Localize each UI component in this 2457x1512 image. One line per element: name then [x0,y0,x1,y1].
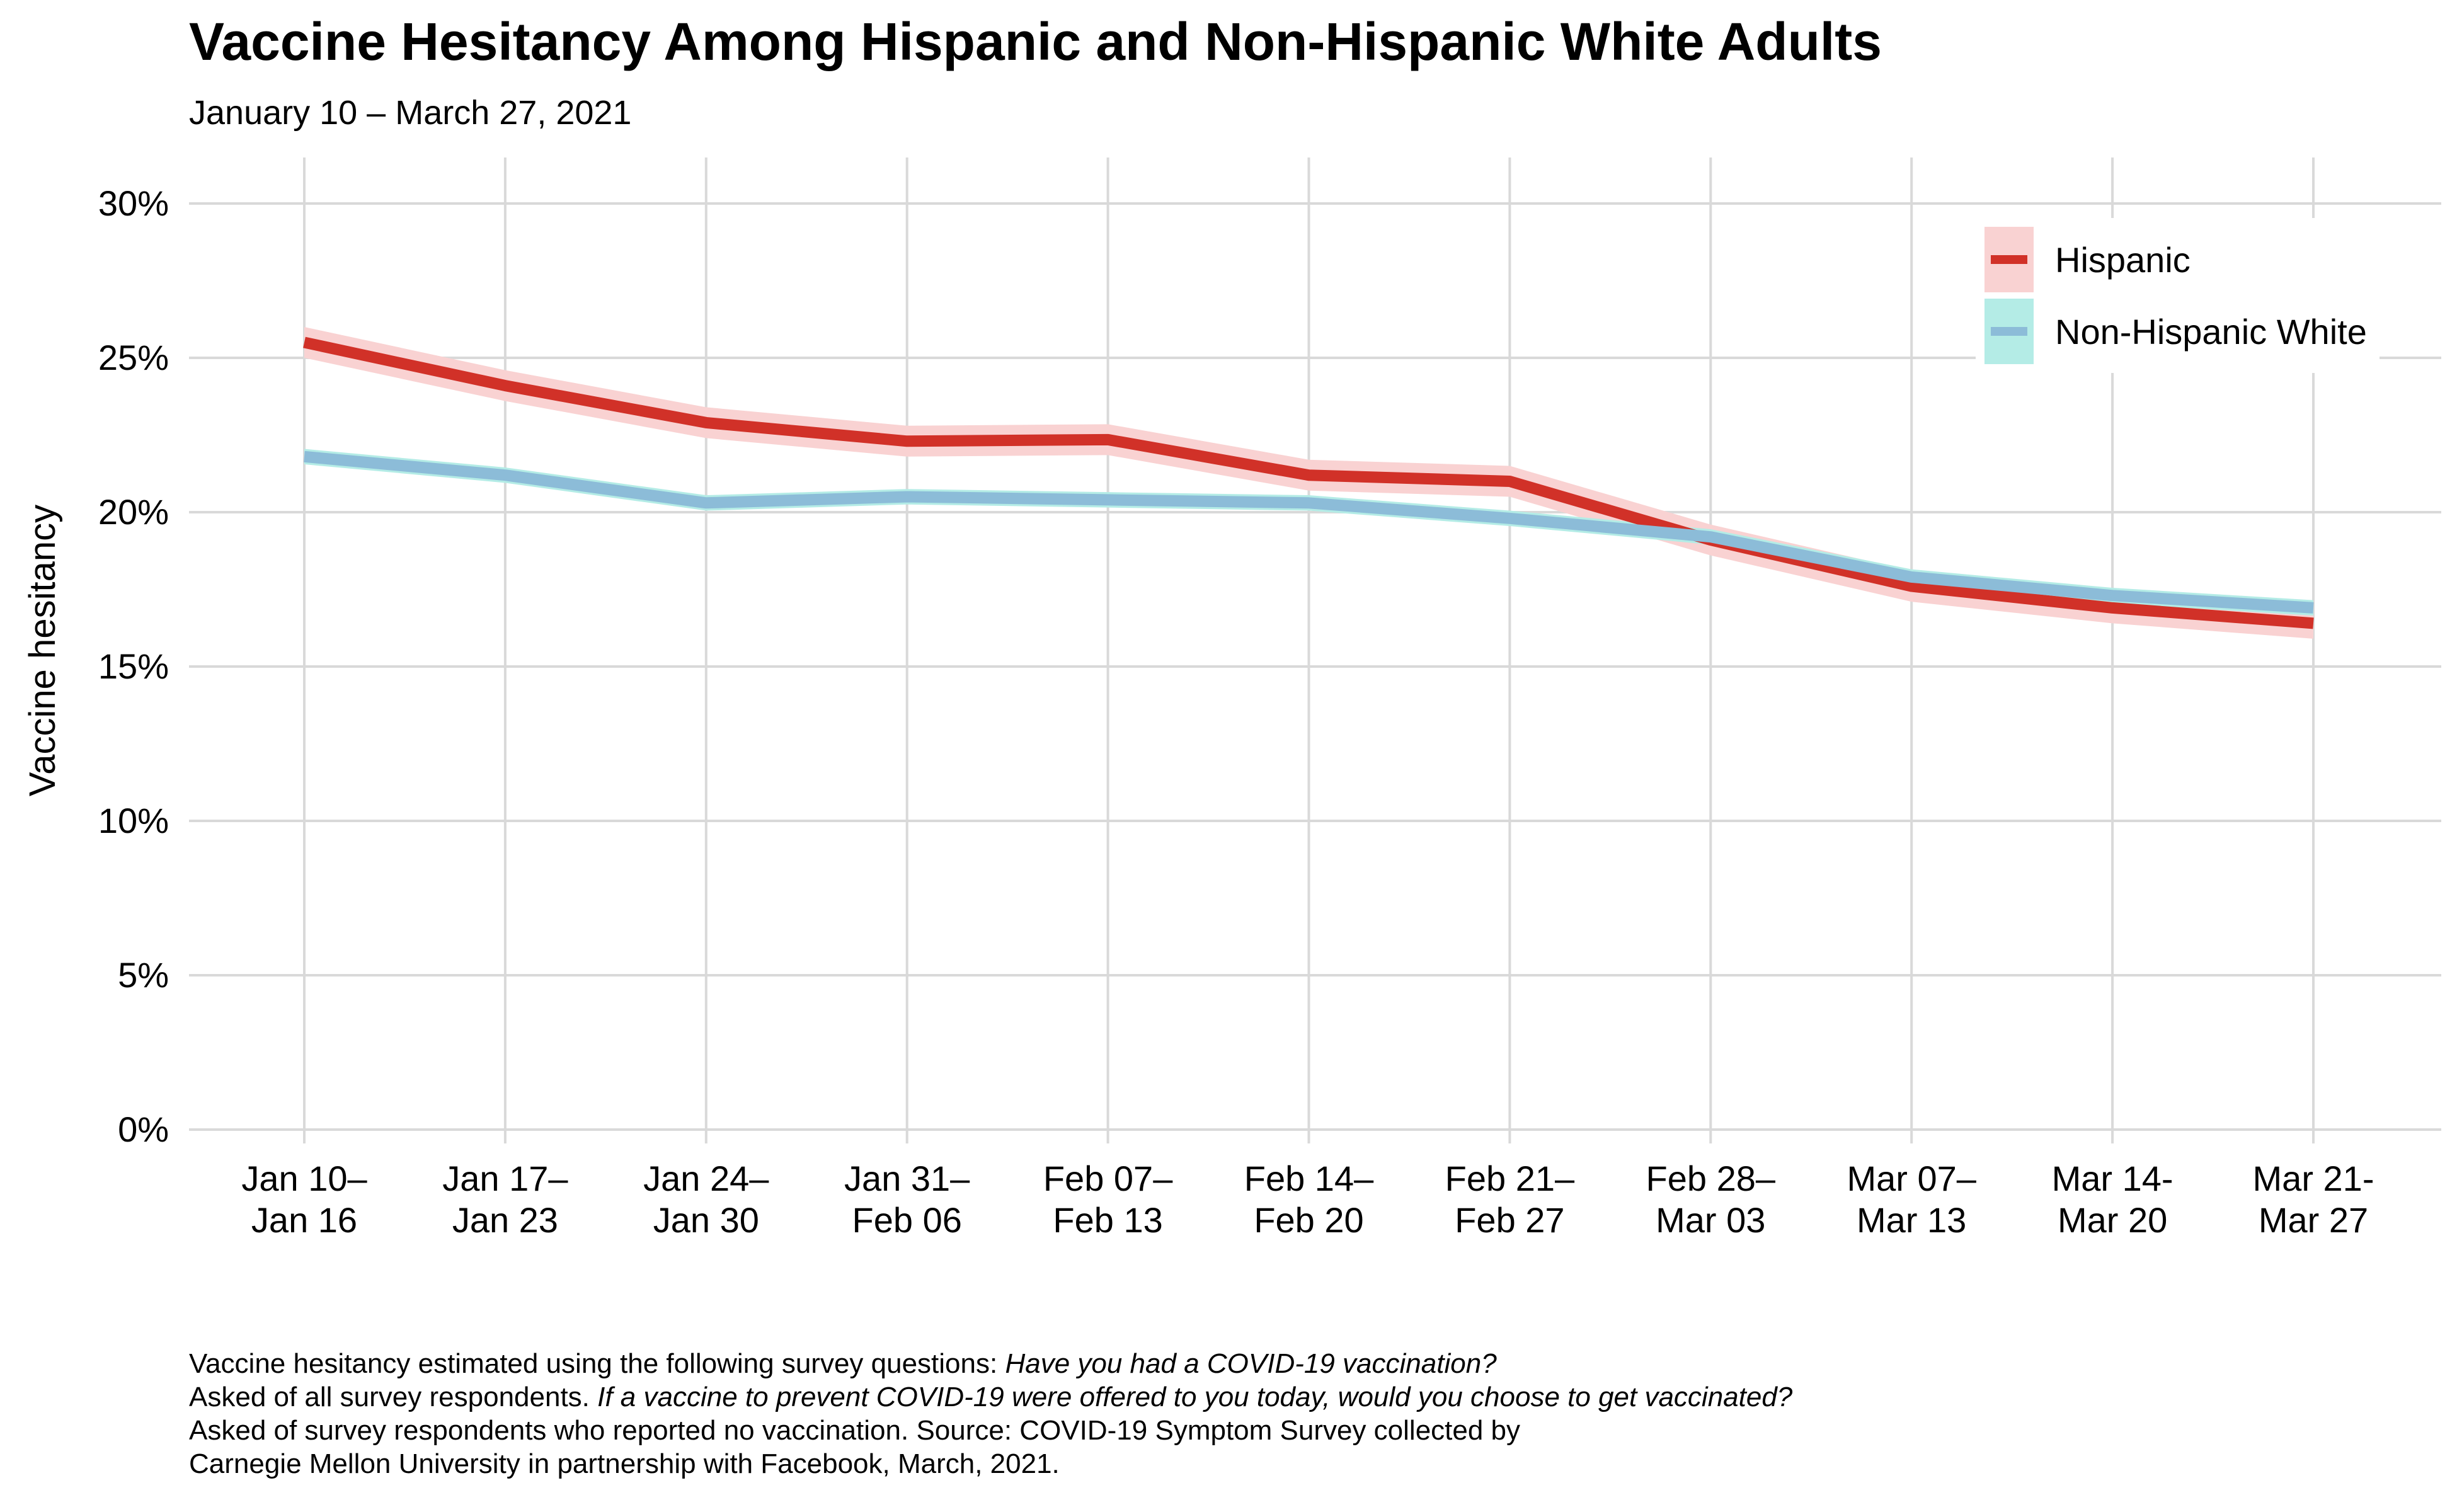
y-tick-label: 20% [98,492,169,532]
legend-label: Hispanic [2055,239,2191,280]
x-tick-label: Mar 21- Mar 27 [2252,1159,2374,1240]
y-tick-label: 30% [98,183,169,223]
caption-line: Carnegie Mellon University in partnershi… [189,1447,1792,1480]
caption-text: Asked of survey respondents who reported… [189,1415,1521,1446]
y-tick-label: 25% [98,338,169,377]
x-tick-label: Jan 31– Feb 06 [844,1159,970,1240]
chart-subtitle: January 10 – March 27, 2021 [189,94,632,132]
x-tick-label: Feb 28– Mar 03 [1646,1159,1776,1240]
legend-row: Hispanic [1984,227,2367,292]
caption-question-text: Have you had a COVID-19 vaccination? [1005,1348,1497,1379]
caption: Vaccine hesitancy estimated using the fo… [189,1347,1792,1480]
legend-line-icon [1991,255,2027,264]
x-tick-label: Mar 14- Mar 20 [2051,1159,2174,1240]
legend-label: Non-Hispanic White [2055,311,2367,352]
caption-text: Vaccine hesitancy estimated using the fo… [189,1348,1005,1379]
legend-swatch-icon [1984,227,2034,292]
caption-line: Asked of survey respondents who reported… [189,1414,1792,1447]
legend-swatch-icon [1984,299,2034,364]
caption-question-text: If a vaccine to prevent COVID-19 were of… [597,1382,1793,1412]
line-non-hispanic-white [304,450,2314,614]
x-tick-label: Mar 07– Mar 13 [1847,1159,1976,1240]
caption-text: Asked of all survey respondents. [189,1382,598,1412]
chart-title: Vaccine Hesitancy Among Hispanic and Non… [189,12,1882,71]
x-tick-label: Feb 21– Feb 27 [1445,1159,1575,1240]
x-tick-label: Feb 14– Feb 20 [1244,1159,1374,1240]
legend: Hispanic Non-Hispanic White [1976,218,2380,373]
y-tick-label: 10% [98,801,169,840]
line-hispanic [303,336,2314,629]
y-tick-label: 0% [118,1109,169,1149]
legend-row: Non-Hispanic White [1984,299,2367,364]
legend-line-icon [1991,327,2027,336]
x-tick-label: Feb 07– Feb 13 [1043,1159,1173,1240]
caption-line: Vaccine hesitancy estimated using the fo… [189,1347,1792,1380]
caption-text: Carnegie Mellon University in partnershi… [189,1448,1060,1479]
plot-panel [189,158,2441,1143]
x-tick-label: Jan 24– Jan 30 [643,1159,769,1240]
x-tick-label: Jan 10– Jan 16 [241,1159,367,1240]
caption-line: Asked of all survey respondents. If a va… [189,1380,1792,1414]
y-tick-label: 5% [118,955,169,995]
y-tick-label: 15% [98,646,169,686]
x-tick-label: Jan 17– Jan 23 [442,1159,568,1240]
